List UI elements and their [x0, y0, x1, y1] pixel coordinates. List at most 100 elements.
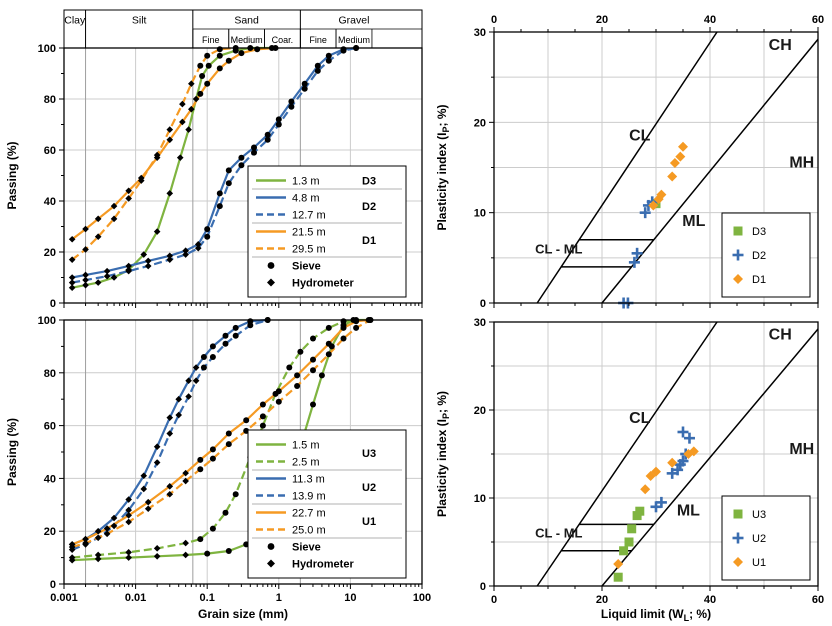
svg-text:U1: U1: [362, 516, 376, 528]
svg-text:D3: D3: [752, 226, 766, 238]
legend: 1.5 m 2.5 m 11.3 m 13.9 m 22.7 m 25.0 m Sieve H…: [247, 429, 407, 579]
axes: 0 20 40 60 80 100: [38, 43, 423, 310]
svg-text:10: 10: [344, 592, 356, 604]
data-points: [618, 141, 688, 309]
svg-text:Sieve: Sieve: [292, 261, 321, 273]
svg-text:10: 10: [474, 493, 486, 505]
svg-text:Passing (%): Passing (%): [5, 418, 19, 486]
svg-text:20: 20: [474, 117, 486, 129]
svg-text:U3: U3: [362, 448, 376, 460]
svg-text:CL: CL: [629, 410, 651, 427]
svg-text:0: 0: [491, 14, 497, 26]
svg-text:U2: U2: [362, 482, 376, 494]
svg-text:U3: U3: [752, 509, 766, 521]
svg-text:D2: D2: [362, 201, 376, 213]
svg-text:Plasticity index (IP; %): Plasticity index (IP; %): [435, 104, 451, 230]
svg-text:Sand: Sand: [234, 15, 259, 27]
svg-text:0.01: 0.01: [125, 592, 146, 604]
svg-text:2.5 m: 2.5 m: [292, 457, 320, 469]
plasticity-chart-u-samples: CH CL ML MH CL - ML 0 10 20 30 0 20 40 60 Plasticity …: [435, 317, 824, 623]
svg-text:20: 20: [44, 247, 56, 259]
svg-text:0.001: 0.001: [50, 592, 78, 604]
svg-text:20: 20: [596, 14, 608, 26]
svg-text:D1: D1: [752, 274, 766, 286]
soil-classification-header: Clay Silt Sand Gravel Fine Medium Coar. Fine Med…: [63, 9, 423, 49]
svg-text:40: 40: [44, 473, 56, 485]
svg-text:0.1: 0.1: [200, 592, 215, 604]
region-labels: CH CL ML MH CL - ML: [535, 37, 814, 256]
svg-text:Clay: Clay: [64, 15, 86, 27]
grain-size-chart-u-samples: 0 20 40 60 80 100 0.001 0.01 0.1 1 10 100 Passing (%…: [5, 315, 432, 621]
axes: 0 10 20 30 0 20 40 60: [474, 14, 824, 310]
svg-text:0: 0: [50, 298, 56, 310]
classification-lines: [536, 31, 819, 304]
svg-text:25.0 m: 25.0 m: [292, 525, 326, 537]
svg-text:Plasticity index (IP; %): Plasticity index (IP; %): [435, 391, 451, 517]
svg-text:1: 1: [276, 592, 282, 604]
x-axis-title: Liquid limit (WL; %): [601, 607, 711, 623]
svg-text:Liquid limit (WL; %): Liquid limit (WL; %): [601, 607, 711, 623]
svg-text:Sieve: Sieve: [292, 542, 321, 554]
svg-text:D2: D2: [752, 250, 766, 262]
legend: U3 U2 U1: [721, 495, 811, 581]
a-line: [601, 38, 819, 304]
plasticity-chart-d-samples: CH CL ML MH CL - ML 0 10 20 30 0 20 40 60 Plasticity …: [435, 14, 824, 310]
svg-text:20: 20: [474, 405, 486, 417]
svg-text:1.3 m: 1.3 m: [292, 176, 320, 188]
svg-text:CL: CL: [629, 127, 651, 144]
svg-text:40: 40: [704, 594, 716, 606]
svg-text:40: 40: [704, 14, 716, 26]
svg-text:Silt: Silt: [132, 15, 147, 27]
svg-text:Grain size (mm): Grain size (mm): [198, 607, 288, 621]
y-axis-title: Passing (%): [5, 141, 19, 209]
svg-text:60: 60: [44, 421, 56, 433]
region-labels: CH CL ML MH CL - ML: [535, 327, 814, 541]
svg-text:U2: U2: [752, 533, 766, 545]
svg-text:100: 100: [413, 592, 431, 604]
legend: D3 D2 D1: [721, 212, 811, 298]
svg-text:12.7 m: 12.7 m: [292, 210, 326, 222]
svg-text:100: 100: [38, 43, 56, 55]
svg-text:0: 0: [480, 298, 486, 310]
svg-text:80: 80: [44, 368, 56, 380]
svg-text:D3: D3: [362, 176, 376, 188]
svg-text:Hydrometer: Hydrometer: [292, 278, 354, 290]
svg-text:0: 0: [480, 581, 486, 593]
svg-text:CL - ML: CL - ML: [535, 526, 582, 541]
svg-text:Medium: Medium: [338, 35, 370, 45]
svg-text:30: 30: [474, 27, 486, 39]
svg-text:ML: ML: [677, 503, 700, 520]
svg-text:60: 60: [812, 594, 824, 606]
svg-text:Hydrometer: Hydrometer: [292, 559, 354, 571]
svg-text:10: 10: [474, 208, 486, 220]
svg-text:MH: MH: [789, 155, 814, 172]
data-point-markers: [68, 45, 360, 291]
svg-text:Fine: Fine: [202, 35, 220, 45]
x-axis-title: Grain size (mm): [198, 607, 288, 621]
curve-21.5-m: [71, 46, 276, 241]
svg-text:Gravel: Gravel: [339, 15, 370, 27]
svg-text:20: 20: [596, 594, 608, 606]
y-axis-title: Plasticity index (IP; %): [435, 391, 451, 517]
y-axis-title: Passing (%): [5, 418, 19, 486]
svg-text:U1: U1: [752, 557, 766, 569]
data-points: [613, 426, 699, 582]
axes: 0 20 40 60 80 100 0.001 0.01 0.1 1 10 100: [38, 315, 432, 604]
grain-size-chart-d-samples: 0 20 40 60 80 100 Passing (%) Clay Silt Sand Grave…: [5, 9, 423, 310]
svg-text:100: 100: [38, 315, 56, 327]
svg-text:MH: MH: [789, 441, 814, 458]
svg-text:13.9 m: 13.9 m: [292, 491, 326, 503]
svg-text:22.7 m: 22.7 m: [292, 508, 326, 520]
curve-2.5-m: [72, 318, 357, 559]
y-axis-title: Plasticity index (IP; %): [435, 104, 451, 230]
svg-text:1.5 m: 1.5 m: [292, 440, 320, 452]
svg-text:Coar.: Coar.: [272, 35, 294, 45]
svg-text:60: 60: [812, 14, 824, 26]
svg-text:Medium: Medium: [231, 35, 263, 45]
svg-text:11.3 m: 11.3 m: [292, 474, 325, 486]
svg-text:30: 30: [474, 317, 486, 329]
svg-text:29.5 m: 29.5 m: [292, 244, 326, 256]
a-line: [601, 328, 819, 587]
svg-text:40: 40: [44, 196, 56, 208]
svg-text:CH: CH: [769, 327, 792, 344]
